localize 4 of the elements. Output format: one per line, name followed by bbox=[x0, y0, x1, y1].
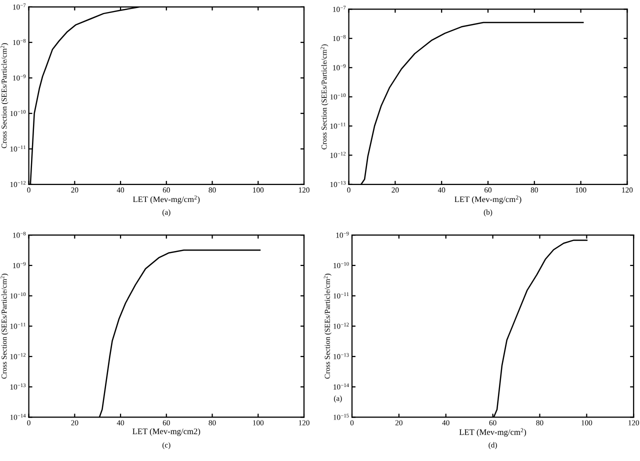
x-axis-title: LET (Mev-mg/cm$^{2}$) bbox=[459, 428, 526, 437]
x-axis-title: LET (Mev-mg/cm$^{2}$) bbox=[454, 195, 522, 204]
x-axis-title: LET (Mev-mg/cm$^{2}$) bbox=[132, 195, 200, 204]
x-axis-title: LET (Mev-mg/cm2) bbox=[132, 428, 200, 436]
